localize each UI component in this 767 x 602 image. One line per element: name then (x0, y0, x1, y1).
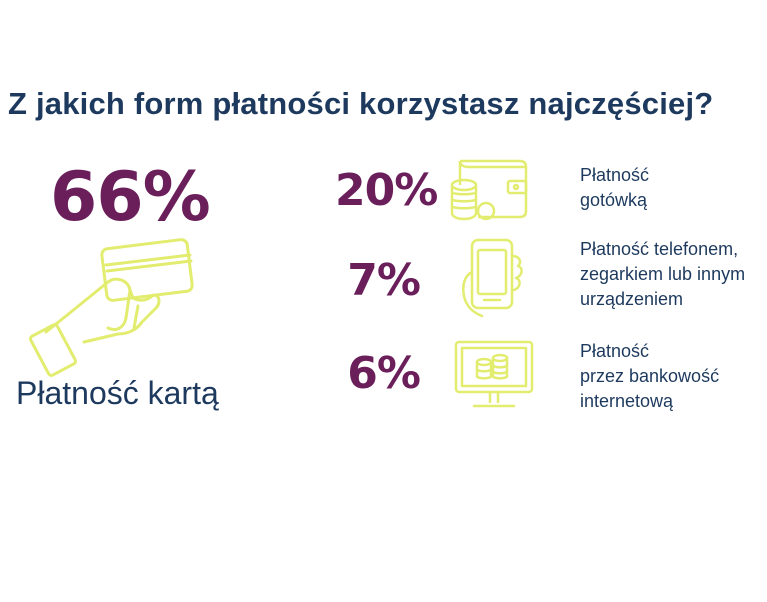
page-title: Z jakich form płatności korzystasz najcz… (8, 86, 714, 121)
cash-percentage: 20% (335, 165, 438, 216)
phone-desc-line-2: zegarkiem lub innym (580, 264, 746, 284)
internet-banking-percentage: 6% (347, 348, 421, 399)
phone-percentage: 7% (347, 255, 421, 306)
phone-desc-line-1: Płatność telefonem, (580, 239, 739, 259)
card-percentage: 66% (50, 158, 211, 237)
hand-card-icon (28, 238, 194, 377)
cash-desc-line-1: Płatność (580, 165, 650, 185)
monitor-coins-icon (454, 340, 534, 408)
cash-description: Płatność gotówką (580, 163, 649, 213)
phone-desc-line-3: urządzeniem (580, 289, 684, 309)
card-label: Płatność kartą (16, 375, 219, 411)
wallet-coins-icon (450, 159, 528, 221)
cash-desc-line-2: gotówką (580, 190, 648, 210)
internet-banking-description: Płatność przez bankowość internetową (580, 339, 719, 414)
banking-desc-line-2: przez bankowość (580, 366, 720, 386)
phone-description: Płatność telefonem, zegarkiem lub innym … (580, 237, 745, 312)
banking-desc-line-3: internetową (580, 391, 674, 411)
banking-desc-line-1: Płatność (580, 341, 650, 361)
phone-hand-icon (462, 238, 523, 318)
